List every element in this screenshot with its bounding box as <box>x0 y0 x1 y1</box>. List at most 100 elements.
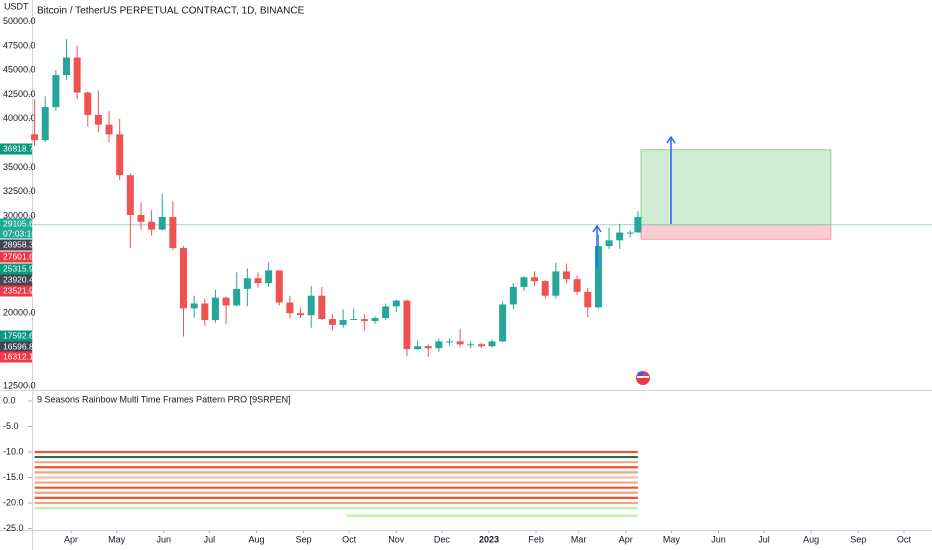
candle-body <box>350 319 358 321</box>
candle-body <box>584 291 592 308</box>
candle-body <box>201 303 209 321</box>
candle-body <box>605 240 613 247</box>
price-label: 36818.7 <box>3 143 34 153</box>
y-tick-label: 47500.0 <box>3 40 36 50</box>
candle-body <box>328 319 336 325</box>
candle-body <box>148 221 156 230</box>
candle-body <box>424 346 432 349</box>
x-tick-label: Mar <box>571 534 587 544</box>
x-tick-label: Oct <box>897 534 912 544</box>
candle-body <box>158 216 166 230</box>
candle-body <box>41 107 49 141</box>
y-tick-label: 30000.0 <box>3 210 36 220</box>
price-label-box <box>0 251 32 263</box>
candle-body <box>211 297 219 321</box>
candle-body <box>541 281 549 296</box>
candle-body <box>307 295 315 316</box>
candle-body <box>116 134 124 176</box>
candle-body <box>488 341 496 347</box>
candle-body <box>520 277 528 287</box>
y-tick-label: 32500.0 <box>3 186 36 196</box>
price-label-box <box>0 218 32 239</box>
candle-body <box>62 57 70 76</box>
candle-body <box>180 248 188 309</box>
candle-body <box>594 246 602 308</box>
candle-body <box>562 271 570 280</box>
candle-body <box>254 278 262 284</box>
candle-body <box>233 288 241 306</box>
x-tick-label: Jun <box>711 534 726 544</box>
candle-body <box>445 341 453 343</box>
candle-body <box>73 57 81 93</box>
price-label-box <box>0 341 32 353</box>
y-tick-label: -15.0 <box>3 472 24 482</box>
candle-body <box>382 306 390 319</box>
candle-body <box>626 232 634 234</box>
x-tick-label: Jul <box>758 534 770 544</box>
candle-body <box>360 319 368 321</box>
candle-body <box>414 346 422 350</box>
y-tick-label: -20.0 <box>3 497 24 507</box>
y-tick-label: 35000.0 <box>3 162 36 172</box>
price-label: 28958.3 <box>3 239 34 249</box>
candle-body <box>126 175 134 216</box>
candle-body <box>137 215 145 222</box>
candle-body <box>531 277 539 282</box>
candle-body <box>435 341 443 349</box>
flag-icon <box>636 371 650 385</box>
candle-body <box>634 216 642 233</box>
price-label-box <box>0 330 32 342</box>
y-tick-label: 50000.0 <box>3 16 36 26</box>
y-tick-label: 20000.0 <box>3 308 36 318</box>
x-tick-label: Sep <box>296 534 312 544</box>
x-tick-label: Sep <box>850 534 866 544</box>
candle-body <box>467 344 475 346</box>
arrow-head <box>666 135 676 144</box>
x-tick-label: Feb <box>528 534 544 544</box>
x-tick-label: Oct <box>342 534 357 544</box>
candle-body <box>477 344 485 347</box>
price-label: 25315.9 <box>3 263 34 273</box>
candle-body <box>286 302 294 314</box>
price-label-box <box>0 351 32 363</box>
candle-body <box>84 92 92 115</box>
y-tick-label: -5.0 <box>3 421 19 431</box>
price-label-box <box>0 239 32 251</box>
x-tick-label: Aug <box>248 534 264 544</box>
arrow-head <box>592 224 602 233</box>
price-label: 27601.6 <box>3 251 34 261</box>
candle-body <box>31 134 39 141</box>
x-tick-label: Jul <box>204 534 216 544</box>
y-tick-label: 40000.0 <box>3 113 36 123</box>
x-tick-label: Apr <box>64 534 78 544</box>
x-tick-label: Dec <box>434 534 451 544</box>
candle-body <box>509 286 517 305</box>
stop-zone <box>640 224 832 240</box>
candle-body <box>616 232 624 241</box>
candle-body <box>169 216 177 249</box>
candle-body <box>339 320 347 325</box>
price-label: 29105.6 <box>3 218 34 228</box>
price-label-box <box>0 143 32 155</box>
candle-body <box>456 341 464 345</box>
countdown: 07:03:10 <box>3 228 36 238</box>
price-label: 23920.4 <box>3 274 34 284</box>
price-label-box <box>0 274 32 286</box>
y-tick-label: -25.0 <box>3 523 24 533</box>
currency: USDT <box>4 1 29 11</box>
candle-body <box>275 270 283 303</box>
price-label-box <box>0 285 32 297</box>
candle-body <box>265 270 273 284</box>
chart-title: Bitcoin / TetherUS PERPETUAL CONTRACT, 1… <box>37 6 305 17</box>
price-label: 23521.9 <box>3 285 34 295</box>
candle-body <box>499 304 507 342</box>
x-tick-label: Aug <box>803 534 819 544</box>
price-label: 16596.8 <box>3 341 34 351</box>
y-tick-label: 12500.0 <box>3 380 36 390</box>
x-tick-label: Nov <box>388 534 405 544</box>
x-tick-label: May <box>108 534 126 544</box>
candle-body <box>371 318 379 321</box>
candle-body <box>105 124 113 135</box>
